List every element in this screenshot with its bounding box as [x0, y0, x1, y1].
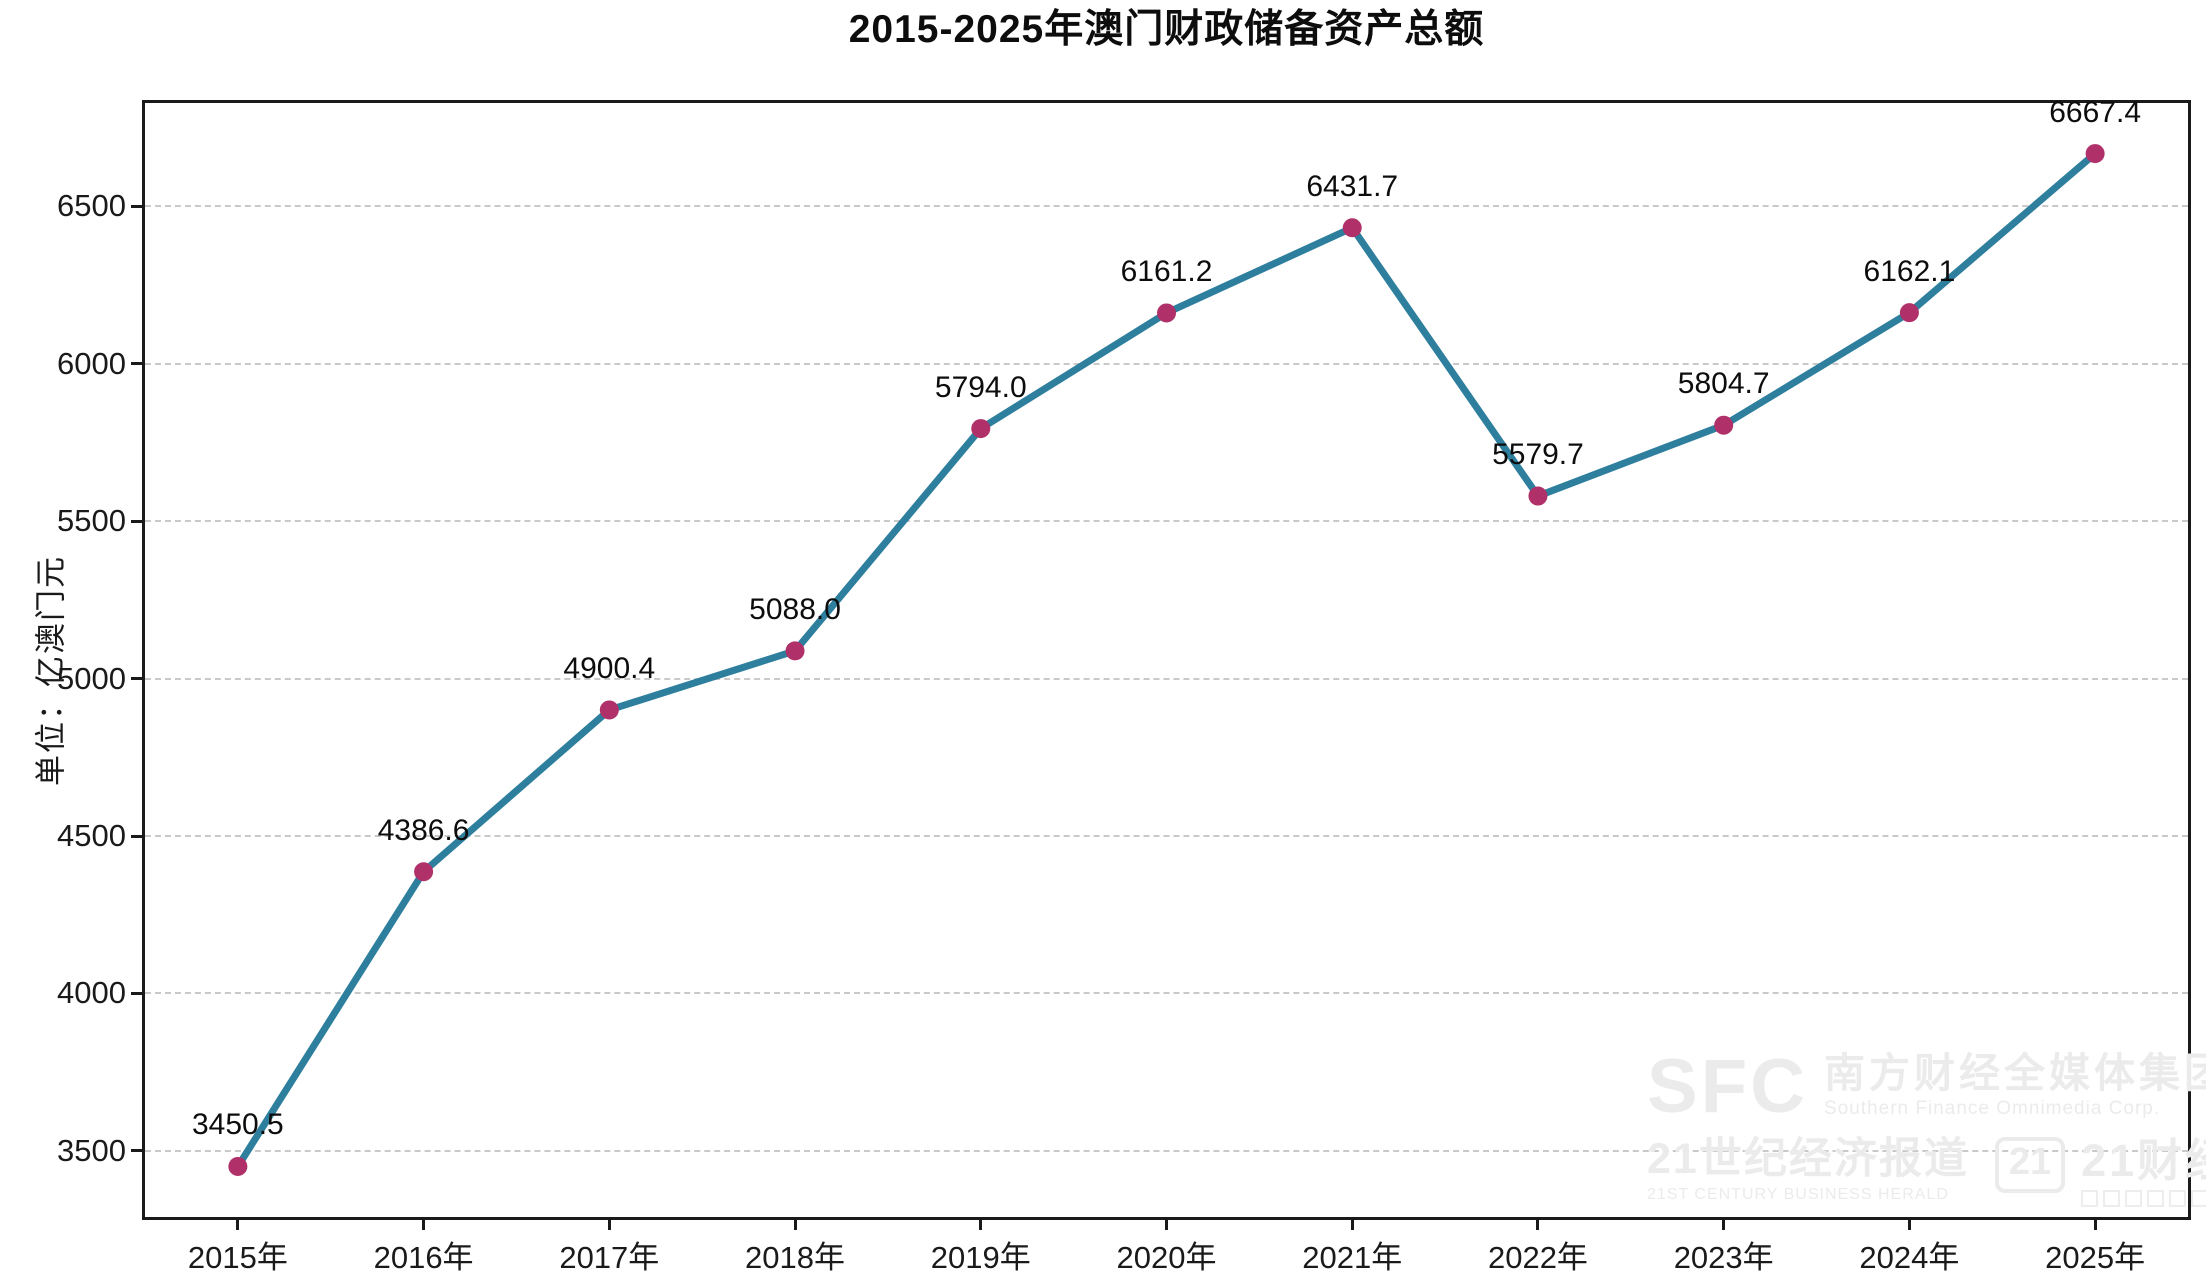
y-tick-label: 4000	[57, 975, 126, 1011]
point-value-label: 5579.7	[1492, 438, 1584, 472]
data-point-marker	[414, 862, 434, 882]
x-tick-label: 2025年	[2045, 1240, 2146, 1275]
gridline	[145, 677, 2188, 680]
x-tick-mark	[1536, 1217, 1540, 1230]
gridline	[145, 1149, 2188, 1152]
y-tick-mark	[131, 204, 145, 208]
x-tick-mark	[1907, 1217, 1911, 1230]
gridline	[145, 520, 2188, 523]
point-value-label: 6431.7	[1306, 169, 1399, 203]
y-tick-label: 5500	[57, 503, 126, 539]
data-point-marker	[1714, 415, 1734, 435]
point-value-label: 6162.1	[1863, 254, 1956, 288]
y-tick-mark	[131, 1149, 145, 1153]
data-point-marker	[228, 1156, 248, 1176]
point-value-label: 4386.6	[377, 813, 470, 847]
x-tick-mark	[1165, 1217, 1168, 1230]
data-point-marker	[2085, 144, 2105, 164]
x-tick-mark	[979, 1217, 983, 1230]
y-tick-mark	[131, 677, 145, 681]
data-point-marker	[1899, 303, 1919, 323]
point-value-label: 5088.0	[749, 592, 841, 626]
line-series-svg	[228, 144, 2105, 1176]
x-tick-mark	[236, 1217, 240, 1230]
gridline	[145, 205, 2188, 208]
watermark-decor-box	[2191, 1190, 2206, 1208]
x-tick-label: 2022年	[1487, 1240, 1588, 1275]
x-tick-label: 2024年	[1859, 1240, 1960, 1275]
x-tick-mark	[607, 1217, 611, 1230]
point-value-label: 3450.5	[191, 1108, 284, 1142]
point-value-label: 5794.0	[934, 370, 1027, 404]
data-point-marker	[971, 419, 991, 439]
y-tick-mark	[131, 362, 145, 366]
chart-title: 2015-2025年澳门财政储备资产总额	[848, 8, 1485, 51]
x-tick-label: 2017年	[559, 1240, 660, 1275]
y-tick-mark	[131, 991, 145, 995]
data-point-marker	[785, 641, 805, 661]
data-point-marker	[1157, 303, 1176, 323]
x-tick-label: 2016年	[373, 1240, 474, 1275]
data-point-marker	[1342, 218, 1362, 238]
data-point-marker	[599, 700, 619, 720]
point-value-label: 6161.2	[1120, 254, 1213, 288]
plot-area: 3450.5 4386.6 4900.4 5088.0 5794.0 6161.2 6431…	[142, 96, 2206, 1220]
y-tick-label: 4500	[57, 818, 126, 853]
x-tick-label: 2015年	[187, 1240, 288, 1275]
x-tick-mark	[422, 1217, 426, 1230]
gridline	[145, 362, 2188, 365]
data-point-marker	[1528, 486, 1548, 506]
gridline	[145, 835, 2188, 837]
x-tick-mark	[1350, 1217, 1354, 1230]
x-tick-label: 2023年	[1673, 1240, 1774, 1275]
x-tick-mark	[1722, 1217, 1726, 1230]
point-value-label: 4900.4	[563, 651, 656, 685]
x-tick-mark	[2093, 1217, 2097, 1230]
x-tick-mark	[793, 1217, 797, 1230]
x-tick-label: 2019年	[930, 1240, 1031, 1275]
gridline	[145, 992, 2188, 995]
y-tick-label: 6500	[57, 188, 126, 224]
point-value-label: 6667.4	[2049, 95, 2142, 129]
y-tick-label: 6000	[57, 345, 126, 381]
x-tick-label: 2021年	[1302, 1240, 1403, 1275]
x-tick-label: 2018年	[745, 1240, 846, 1275]
y-tick-mark	[131, 519, 145, 523]
y-tick-label: 5000	[57, 660, 126, 696]
x-tick-label: 2020年	[1116, 1240, 1217, 1275]
y-tick-label: 3500	[57, 1132, 126, 1168]
y-tick-mark	[131, 834, 145, 838]
point-value-label: 5804.7	[1677, 367, 1770, 401]
